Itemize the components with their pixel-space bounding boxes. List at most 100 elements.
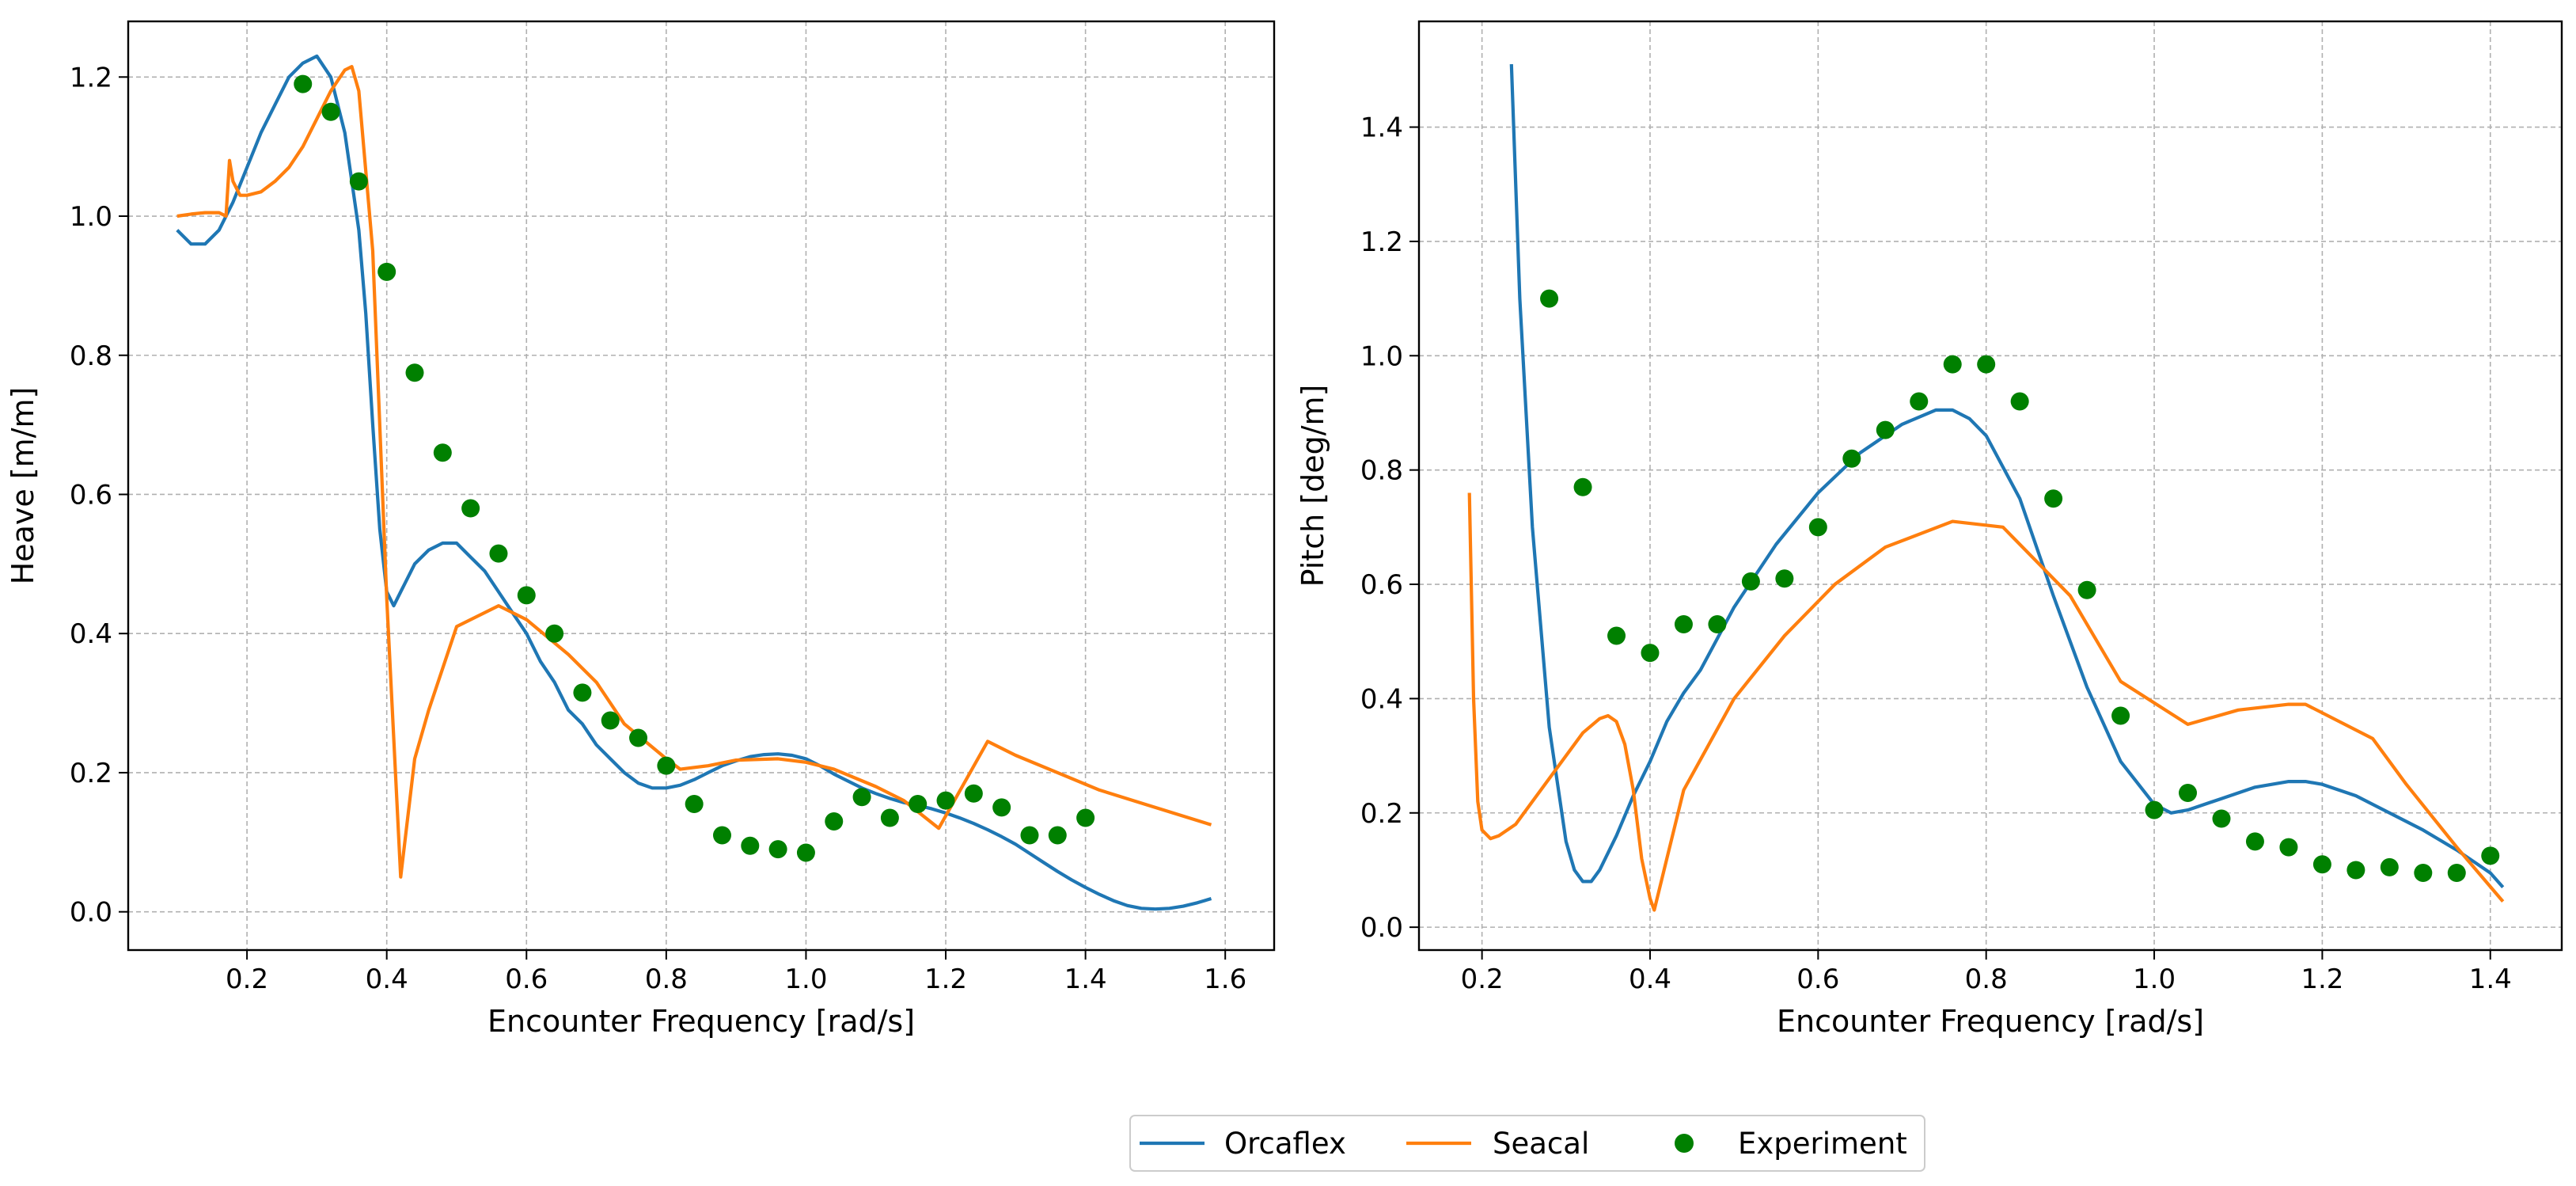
experiment-point: [1540, 289, 1559, 308]
experiment-point: [294, 74, 313, 93]
x-tick-label: 0.4: [366, 964, 408, 995]
seacal-line: [1467, 492, 2505, 912]
experiment-point: [1741, 572, 1760, 591]
x-tick-label: 1.4: [2469, 964, 2512, 995]
experiment-point: [1910, 392, 1929, 411]
y-tick-label: 1.4: [1360, 112, 1403, 144]
y-tick-label: 0.6: [1360, 569, 1403, 601]
experiment-point: [1943, 355, 1962, 374]
experiment-point: [1573, 477, 1592, 496]
experiment-point: [1020, 826, 1039, 845]
y-tick-label: 1.2: [70, 62, 112, 93]
experiment-point: [909, 794, 928, 813]
experiment-point: [489, 544, 508, 563]
pitch-chart: 0.2 0.4 0.6 0.8 1.0 1.2 1.4 0.0 0.2 0.4 0.6 0.8 1.0 1…: [1296, 20, 2563, 1039]
x-tick-label: 1.0: [2133, 964, 2176, 995]
experiment-point: [657, 756, 676, 775]
y-tick-label: 1.0: [1360, 340, 1403, 372]
experiment-point: [2044, 489, 2063, 508]
y-tick-label: 1.2: [1360, 226, 1403, 258]
experiment-point: [2346, 861, 2365, 880]
experiment-point: [685, 794, 704, 813]
plot-frame: [1417, 20, 2563, 952]
experiment-point: [1607, 626, 1626, 645]
experiment-point: [2010, 392, 2029, 411]
experiment-point: [461, 499, 480, 518]
experiment-point: [2414, 864, 2433, 883]
experiment-point: [2481, 846, 2500, 865]
experiment-point: [349, 172, 368, 191]
x-tick-label: 0.4: [1629, 964, 1671, 995]
experiment-point: [1674, 615, 1693, 634]
y-tick-label: 0.6: [70, 479, 112, 511]
experiment-point: [321, 102, 340, 121]
experiment-point: [1808, 518, 1827, 537]
heave-chart: 0.2 0.4 0.6 0.8 1.0 1.2 1.4 1.6 0.0 0.2 0.4 0.6 0.8 1…: [6, 20, 1276, 1039]
x-tick-label: 0.6: [1796, 964, 1839, 995]
experiment-point: [2380, 857, 2399, 876]
experiment-point: [768, 840, 787, 859]
experiment-point: [2077, 580, 2096, 599]
experiment-point: [964, 784, 983, 803]
experiment-point: [2145, 800, 2164, 819]
legend: Orcaflex Seacal Experiment: [1129, 1115, 1925, 1172]
experiment-point: [573, 683, 592, 702]
experiment-point: [1842, 449, 1861, 468]
experiment-point: [545, 624, 564, 643]
experiment-point: [1641, 644, 1660, 663]
y-tick-label: 0.2: [70, 758, 112, 789]
experiment-point: [2312, 855, 2331, 874]
x-tick-label: 0.2: [1461, 964, 1504, 995]
legend-seacal-label: Seacal: [1493, 1127, 1589, 1161]
experiment-point: [1708, 615, 1727, 634]
x-tick-label: 1.2: [924, 964, 967, 995]
experiment-point: [2212, 809, 2231, 828]
experiment-point: [936, 791, 955, 810]
experiment-point: [517, 586, 536, 605]
y-tick-label: 0.0: [70, 897, 112, 929]
experiment-point: [2279, 838, 2298, 857]
x-tick-label: 1.6: [1204, 964, 1246, 995]
experiment-point: [796, 843, 815, 862]
experiment-point: [2245, 832, 2264, 851]
experiment-point: [601, 711, 620, 730]
orcaflex-line: [1509, 64, 2505, 888]
y-tick-label: 0.8: [70, 340, 112, 372]
x-axis-label: Encounter Frequency [rad/s]: [488, 1004, 915, 1039]
experiment-point: [1876, 420, 1895, 439]
y-tick-label: 0.4: [1360, 683, 1403, 715]
experiment-point: [2111, 706, 2130, 725]
plot-frame: [127, 20, 1276, 952]
experiment-point: [712, 826, 731, 845]
experiment-point: [1048, 826, 1067, 845]
experiment-point: [405, 363, 424, 382]
experiment-point: [2447, 864, 2466, 883]
experiment-point: [852, 788, 871, 807]
y-tick-label: 0.4: [70, 618, 112, 650]
experiment-point: [992, 798, 1011, 817]
x-tick-label: 0.2: [226, 964, 268, 995]
orcaflex-line: [176, 54, 1212, 911]
x-tick-label: 1.2: [2301, 964, 2343, 995]
experiment-point: [880, 808, 899, 827]
experiment-point: [1977, 355, 1996, 374]
experiment-point: [2179, 783, 2198, 802]
x-tick-label: 1.0: [784, 964, 827, 995]
experiment-point: [1076, 808, 1095, 827]
experiment-point: [1775, 569, 1794, 588]
y-axis-label: Pitch [deg/m]: [1296, 385, 1330, 587]
x-tick-label: 0.6: [505, 964, 548, 995]
x-tick-label: 1.4: [1064, 964, 1107, 995]
y-tick-label: 0.8: [1360, 455, 1403, 487]
legend-orcaflex-label: Orcaflex: [1224, 1127, 1346, 1161]
y-axis-label: Heave [m/m]: [6, 387, 40, 585]
seacal-line: [176, 65, 1212, 879]
y-tick-label: 0.0: [1360, 912, 1403, 944]
experiment-point: [433, 443, 452, 462]
x-axis-label: Encounter Frequency [rad/s]: [1777, 1004, 2204, 1039]
legend-box: [1129, 1115, 1925, 1172]
experiment-point: [825, 812, 844, 831]
experiment-point: [629, 728, 648, 747]
x-tick-label: 0.8: [645, 964, 688, 995]
legend-experiment-swatch: [1675, 1134, 1694, 1153]
